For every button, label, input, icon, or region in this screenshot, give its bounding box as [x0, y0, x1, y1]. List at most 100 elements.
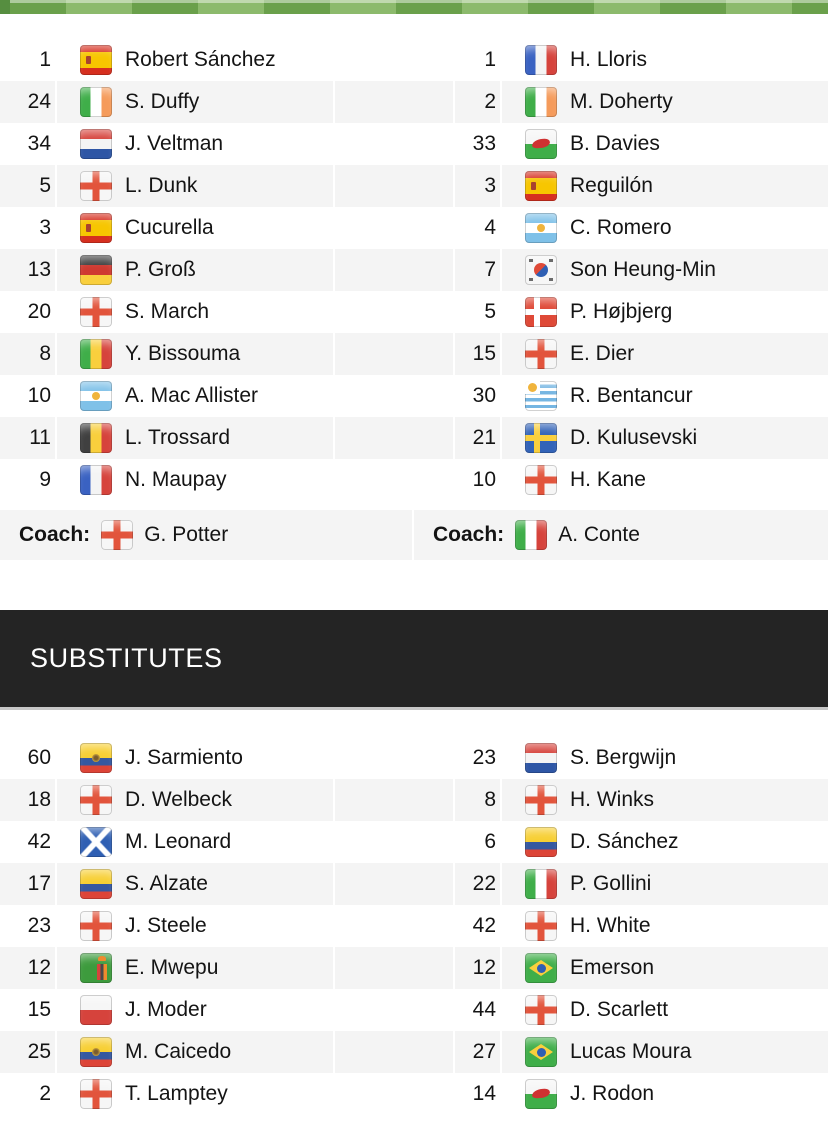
player-number: 20 — [27, 300, 51, 323]
spacer-cell — [335, 863, 453, 905]
spacer-cell — [335, 1073, 453, 1115]
substitutes-table: 60 J. Sarmiento 23 S. Bergwijn 18 D. Welbeck 8… — [0, 737, 828, 1115]
player-name[interactable]: C. Romero — [570, 216, 672, 239]
player-name[interactable]: J. Moder — [125, 998, 207, 1021]
player-name[interactable]: J. Veltman — [125, 132, 224, 155]
lineup-row: 34 J. Veltman 33 B. Davies — [0, 123, 828, 165]
player-number: 5 — [0, 165, 55, 207]
player-number: 24 — [0, 81, 55, 123]
player-name[interactable]: E. Mwepu — [125, 956, 219, 979]
player-name[interactable]: P. Groß — [125, 258, 196, 281]
player-number: 44 — [472, 998, 496, 1021]
lineup-row: 24 S. Duffy 2 M. Doherty — [0, 81, 828, 123]
flag-icon-england — [80, 911, 112, 941]
substitute-row: 15 J. Moder 44 D. Scarlett — [0, 989, 828, 1031]
spacer-cell — [335, 165, 453, 207]
flag-icon-brazil — [525, 1037, 557, 1067]
player-number: 7 — [455, 249, 500, 291]
player-name[interactable]: J. Sarmiento — [125, 746, 243, 769]
flag-icon-england — [525, 339, 557, 369]
lineup-row: 1 Robert Sánchez 1 H. Lloris — [0, 39, 828, 81]
player-cell: E. Mwepu — [57, 947, 333, 989]
player-number: 25 — [0, 1031, 55, 1073]
spacer-cell — [335, 207, 453, 249]
player-number: 5 — [484, 300, 496, 323]
player-name[interactable]: R. Bentancur — [570, 384, 693, 407]
player-cell: S. March — [57, 291, 333, 333]
player-cell: S. Alzate — [57, 863, 333, 905]
player-name[interactable]: S. Alzate — [125, 872, 208, 895]
player-number: 13 — [0, 249, 55, 291]
player-name[interactable]: Emerson — [570, 956, 655, 979]
flag-icon-zambia — [80, 953, 112, 983]
player-name[interactable]: L. Dunk — [125, 174, 198, 197]
player-cell: Robert Sánchez — [57, 39, 333, 81]
flag-icon-ireland — [80, 87, 112, 117]
flag-icon-poland — [80, 995, 112, 1025]
lineup-row: 20 S. March 5 P. Højbjerg — [0, 291, 828, 333]
player-name[interactable]: S. Duffy — [125, 90, 200, 113]
player-cell: E. Dier — [502, 333, 828, 375]
player-number: 33 — [472, 132, 496, 155]
player-name[interactable]: D. Welbeck — [125, 788, 232, 811]
player-name[interactable]: M. Caicedo — [125, 1040, 232, 1063]
player-name[interactable]: A. Mac Allister — [125, 384, 259, 407]
player-name[interactable]: Cucurella — [125, 216, 214, 239]
player-name[interactable]: J. Steele — [125, 914, 207, 937]
player-name[interactable]: Y. Bissouma — [125, 342, 241, 365]
player-name[interactable]: P. Højbjerg — [570, 300, 673, 323]
player-name[interactable]: J. Rodon — [570, 1082, 655, 1105]
player-name[interactable]: D. Kulusevski — [570, 426, 698, 449]
player-number: 6 — [484, 830, 496, 853]
substitute-row: 17 S. Alzate 22 P. Gollini — [0, 863, 828, 905]
player-number: 3 — [455, 165, 500, 207]
player-name[interactable]: M. Doherty — [570, 90, 673, 113]
player-cell: Son Heung-Min — [502, 249, 828, 291]
coach-cell: Coach: A. Conte — [414, 510, 828, 560]
player-name[interactable]: P. Gollini — [570, 872, 652, 895]
spacer-cell — [335, 249, 453, 291]
spacer-cell — [335, 459, 453, 501]
player-cell: P. Gollini — [502, 863, 828, 905]
substitute-row: 60 J. Sarmiento 23 S. Bergwijn — [0, 737, 828, 779]
player-name[interactable]: E. Dier — [570, 342, 635, 365]
substitutes-header: SUBSTITUTES — [0, 610, 828, 710]
player-name[interactable]: T. Lamptey — [125, 1082, 228, 1105]
player-number: 1 — [39, 48, 51, 71]
lineup-row: 3 Cucurella 4 C. Romero — [0, 207, 828, 249]
player-cell: B. Davies — [502, 123, 828, 165]
player-name[interactable]: H. Kane — [570, 468, 646, 491]
player-cell: L. Trossard — [57, 417, 333, 459]
player-name[interactable]: Robert Sánchez — [125, 48, 276, 71]
spacer-cell — [335, 821, 453, 863]
player-name[interactable]: L. Trossard — [125, 426, 231, 449]
player-cell: S. Bergwijn — [502, 737, 828, 779]
player-number: 2 — [39, 1082, 51, 1105]
player-name[interactable]: D. Scarlett — [570, 998, 669, 1021]
player-name[interactable]: D. Sánchez — [570, 830, 679, 853]
player-name[interactable]: S. Bergwijn — [570, 746, 677, 769]
player-cell: M. Doherty — [502, 81, 828, 123]
player-number: 30 — [472, 384, 496, 407]
player-number: 3 — [39, 216, 51, 239]
coach-name[interactable]: A. Conte — [558, 523, 640, 546]
substitute-row: 23 J. Steele 42 H. White — [0, 905, 828, 947]
player-name[interactable]: Son Heung-Min — [570, 258, 716, 281]
spacer-cell — [335, 291, 453, 333]
player-name[interactable]: H. White — [570, 914, 651, 937]
player-name[interactable]: N. Maupay — [125, 468, 227, 491]
coach-name[interactable]: G. Potter — [144, 523, 229, 546]
player-name[interactable]: H. Winks — [570, 788, 654, 811]
player-name[interactable]: B. Davies — [570, 132, 660, 155]
flag-icon-netherlands — [80, 129, 112, 159]
flag-icon-ireland — [525, 87, 557, 117]
pitch-header-bar — [0, 0, 828, 14]
player-name[interactable]: M. Leonard — [125, 830, 232, 853]
player-name[interactable]: H. Lloris — [570, 48, 648, 71]
player-name[interactable]: S. March — [125, 300, 210, 323]
player-name[interactable]: Reguilón — [570, 174, 653, 197]
coach-label: Coach: — [433, 523, 505, 546]
player-name[interactable]: Lucas Moura — [570, 1040, 692, 1063]
player-number: 18 — [0, 779, 55, 821]
player-cell: J. Steele — [57, 905, 333, 947]
